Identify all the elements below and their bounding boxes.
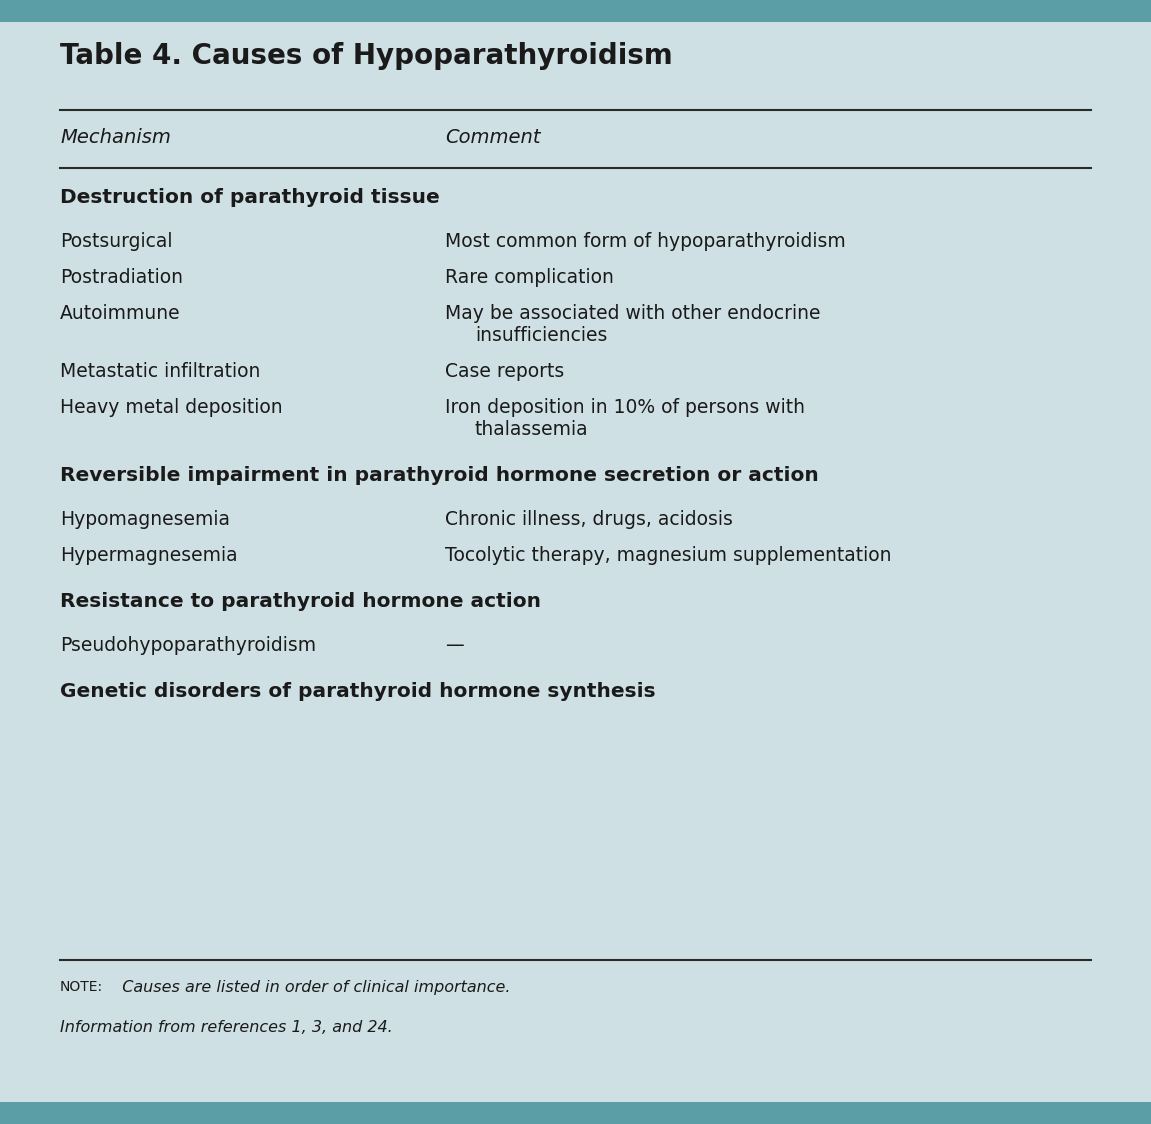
Bar	[0, 1102, 1151, 1124]
Text: thalassemia: thalassemia	[475, 420, 588, 439]
Text: Hypermagnesemia: Hypermagnesemia	[60, 546, 237, 565]
Text: Causes are listed in order of clinical importance.: Causes are listed in order of clinical i…	[112, 980, 511, 995]
Text: insufficiencies: insufficiencies	[475, 326, 608, 345]
Text: Iron deposition in 10% of persons with: Iron deposition in 10% of persons with	[445, 398, 805, 417]
Text: Postsurgical: Postsurgical	[60, 232, 173, 251]
Text: Destruction of parathyroid tissue: Destruction of parathyroid tissue	[60, 188, 440, 207]
Text: Heavy metal deposition: Heavy metal deposition	[60, 398, 283, 417]
Text: Genetic disorders of parathyroid hormone synthesis: Genetic disorders of parathyroid hormone…	[60, 682, 656, 701]
Text: Postradiation: Postradiation	[60, 268, 183, 287]
Text: Reversible impairment in parathyroid hormone secretion or action: Reversible impairment in parathyroid hor…	[60, 466, 818, 484]
Bar	[0, 0, 1151, 22]
Text: Mechanism: Mechanism	[60, 128, 170, 147]
Text: Rare complication: Rare complication	[445, 268, 613, 287]
Text: Information from references 1, 3, and 24.: Information from references 1, 3, and 24…	[60, 1019, 392, 1035]
Text: NOTE:: NOTE:	[60, 980, 104, 994]
Text: Hypomagnesemia: Hypomagnesemia	[60, 510, 230, 529]
Text: Metastatic infiltration: Metastatic infiltration	[60, 362, 260, 381]
Text: Table 4. Causes of Hypoparathyroidism: Table 4. Causes of Hypoparathyroidism	[60, 42, 672, 70]
Text: Resistance to parathyroid hormone action: Resistance to parathyroid hormone action	[60, 592, 541, 611]
Text: May be associated with other endocrine: May be associated with other endocrine	[445, 303, 821, 323]
Text: Tocolytic therapy, magnesium supplementation: Tocolytic therapy, magnesium supplementa…	[445, 546, 892, 565]
Text: Pseudohypoparathyroidism: Pseudohypoparathyroidism	[60, 636, 317, 655]
Text: —: —	[445, 636, 464, 655]
Text: Most common form of hypoparathyroidism: Most common form of hypoparathyroidism	[445, 232, 846, 251]
Text: Comment: Comment	[445, 128, 541, 147]
Text: Chronic illness, drugs, acidosis: Chronic illness, drugs, acidosis	[445, 510, 733, 529]
Text: Autoimmune: Autoimmune	[60, 303, 181, 323]
Text: Case reports: Case reports	[445, 362, 564, 381]
